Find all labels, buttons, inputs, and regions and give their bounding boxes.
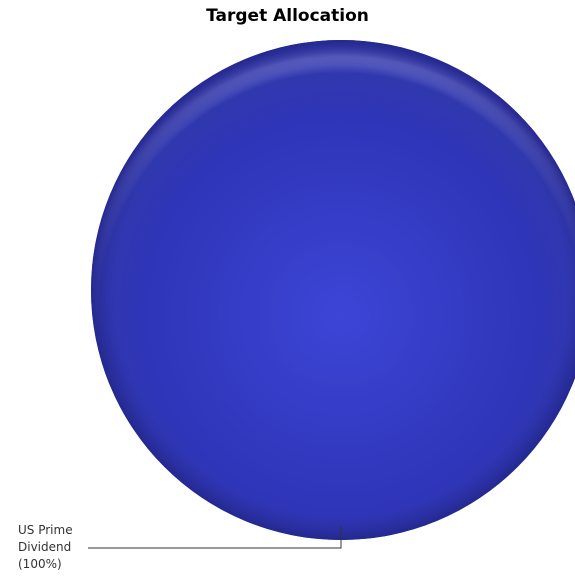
pie-slice-rim — [91, 40, 575, 540]
leader-lines — [88, 526, 342, 549]
slice-label-line: US Prime — [18, 523, 73, 537]
chart-title: Target Allocation — [206, 6, 369, 26]
pie-slices — [91, 40, 575, 540]
slice-label-line: Dividend — [18, 540, 72, 554]
slice-label-line: (100%) — [18, 557, 62, 571]
slice-label-us-prime-dividend: US Prime Dividend (100%) — [18, 522, 73, 573]
leader-line — [88, 526, 342, 549]
